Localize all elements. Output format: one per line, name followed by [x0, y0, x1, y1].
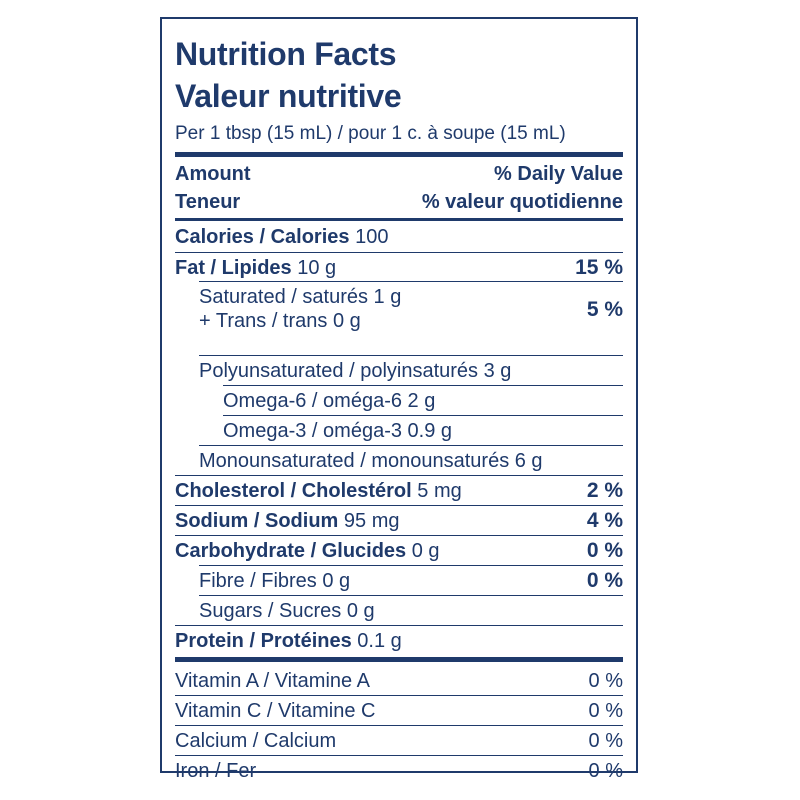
cholesterol-row: Cholesterol / Cholestérol 5 mg 2 %	[175, 479, 623, 503]
polyunsaturated-text: Polyunsaturated / polyinsaturés 3 g	[199, 360, 512, 382]
cholesterol-value: 5 mg	[417, 480, 462, 502]
polyunsaturated-row: Polyunsaturated / polyinsaturés 3 g	[199, 359, 623, 383]
divider	[199, 595, 623, 596]
calories-value: 100	[355, 226, 389, 248]
valeur-quotidienne-label: % valeur quotidienne	[421, 191, 623, 213]
protein-row: Protein / Protéines 0.1 g	[175, 629, 623, 653]
fat-label: Fat / Lipides	[175, 257, 292, 279]
nutrition-facts-panel: Nutrition Facts Valeur nutritive Per 1 t…	[160, 17, 638, 782]
divider	[175, 625, 623, 626]
carbohydrate-label: Carbohydrate / Glucides	[175, 540, 407, 562]
fat-value: 10 g	[297, 257, 337, 279]
divider	[175, 535, 623, 536]
vitamin-c-daily-value: 0 %	[588, 700, 623, 722]
sugars-text: Sugars / Sucres 0 g	[199, 600, 375, 622]
amount-label: Amount	[175, 163, 251, 185]
cholesterol-daily-value: 2 %	[586, 479, 623, 502]
title-french: Valeur nutritive	[175, 78, 402, 114]
sodium-label: Sodium / Sodium	[175, 510, 339, 532]
cholesterol-label: Cholesterol / Cholestérol	[175, 480, 412, 502]
fibre-row: Fibre / Fibres 0 g 0 %	[199, 569, 623, 593]
serving-size: Per 1 tbsp (15 mL) / pour 1 c. à soupe (…	[175, 123, 566, 144]
divider	[175, 695, 623, 696]
fibre-daily-value: 0 %	[586, 569, 623, 592]
saturated-row: Saturated / saturés 1 g	[199, 285, 623, 309]
sodium-row: Sodium / Sodium 95 mg 4 %	[175, 509, 623, 533]
fat-daily-value: 15 %	[575, 256, 623, 279]
fibre-text: Fibre / Fibres 0 g	[199, 570, 351, 592]
daily-value-label: % Daily Value	[494, 163, 623, 185]
divider	[223, 415, 623, 416]
teneur-label: Teneur	[175, 191, 241, 213]
divider	[223, 385, 623, 386]
vitamin-row: Iron / Fer 0 %	[175, 759, 623, 783]
monounsaturated-text: Monounsaturated / monounsaturés 6 g	[199, 450, 543, 472]
monounsaturated-row: Monounsaturated / monounsaturés 6 g	[199, 449, 623, 473]
divider	[175, 505, 623, 506]
vitamin-c-label: Vitamin C / Vitamine C	[175, 700, 376, 722]
header-amount-row: Amount % Daily Value	[175, 162, 623, 186]
vitamin-row: Vitamin A / Vitamine A 0 %	[175, 669, 623, 693]
vitamin-a-daily-value: 0 %	[588, 670, 623, 692]
carbohydrate-value: 0 g	[411, 540, 440, 562]
calcium-daily-value: 0 %	[588, 730, 623, 752]
calories-row: Calories / Calories 100	[175, 225, 623, 249]
saturated-text: Saturated / saturés 1 g	[199, 286, 402, 308]
trans-row: + Trans / trans 0 g	[199, 309, 623, 333]
vitamin-a-label: Vitamin A / Vitamine A	[175, 670, 370, 692]
protein-value: 0.1 g	[357, 630, 402, 652]
sugars-row: Sugars / Sucres 0 g	[199, 599, 623, 623]
iron-label: Iron / Fer	[175, 760, 257, 782]
omega3-row: Omega-3 / oméga-3 0.9 g	[223, 419, 623, 443]
carbohydrate-row: Carbohydrate / Glucides 0 g 0 %	[175, 539, 623, 563]
divider	[199, 355, 623, 356]
thick-divider	[175, 152, 623, 157]
omega6-text: Omega-6 / oméga-6 2 g	[223, 390, 436, 412]
protein-label: Protein / Protéines	[175, 630, 352, 652]
thick-divider	[175, 657, 623, 662]
divider	[175, 725, 623, 726]
divider	[199, 565, 623, 566]
iron-daily-value: 0 %	[588, 760, 623, 782]
divider	[175, 475, 623, 476]
header-teneur-row: Teneur % valeur quotidienne	[175, 190, 623, 214]
carbohydrate-daily-value: 0 %	[586, 539, 623, 562]
calories-label: Calories / Calories	[175, 226, 350, 248]
saturated-daily-value: 5 %	[586, 298, 623, 321]
sodium-daily-value: 4 %	[586, 509, 623, 532]
divider	[175, 252, 623, 253]
omega3-text: Omega-3 / oméga-3 0.9 g	[223, 420, 453, 442]
sodium-value: 95 mg	[343, 510, 400, 532]
title-english: Nutrition Facts	[175, 36, 397, 72]
omega6-row: Omega-6 / oméga-6 2 g	[223, 389, 623, 413]
fat-row: Fat / Lipides 10 g 15 %	[175, 256, 623, 280]
divider	[199, 281, 623, 282]
calcium-label: Calcium / Calcium	[175, 730, 337, 752]
divider	[199, 445, 623, 446]
trans-text: + Trans / trans 0 g	[199, 310, 361, 332]
divider	[175, 755, 623, 756]
vitamin-row: Calcium / Calcium 0 %	[175, 729, 623, 753]
header-divider	[175, 218, 623, 221]
vitamin-row: Vitamin C / Vitamine C 0 %	[175, 699, 623, 723]
